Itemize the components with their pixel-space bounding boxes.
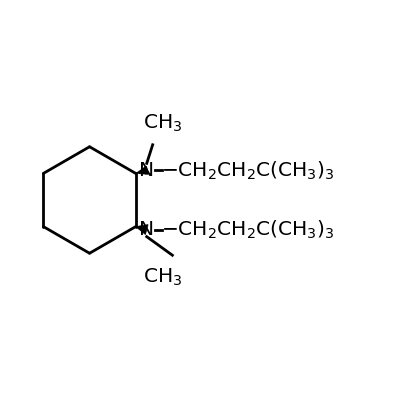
Text: CH$_3$: CH$_3$ <box>143 112 182 134</box>
Text: $-$CH$_2$CH$_2$C(CH$_3$)$_3$: $-$CH$_2$CH$_2$C(CH$_3$)$_3$ <box>160 218 334 241</box>
Text: CH$_3$: CH$_3$ <box>143 266 182 288</box>
Polygon shape <box>136 225 148 234</box>
Text: N: N <box>139 220 154 239</box>
Text: $-$CH$_2$CH$_2$C(CH$_3$)$_3$: $-$CH$_2$CH$_2$C(CH$_3$)$_3$ <box>160 159 334 182</box>
Text: N: N <box>139 161 154 180</box>
